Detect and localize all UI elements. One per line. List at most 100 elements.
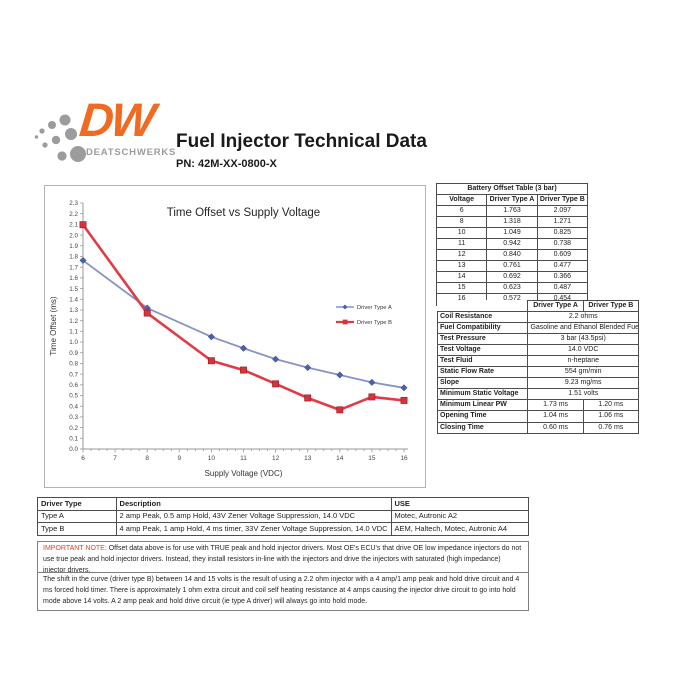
y-tick-label: 0.5 bbox=[69, 393, 78, 400]
y-tick-label: 0.6 bbox=[69, 382, 78, 389]
spec-value-b: 1.20 ms bbox=[582, 399, 640, 412]
y-tick-label: 1.6 bbox=[69, 275, 78, 282]
table-cell: 11 bbox=[435, 238, 488, 251]
table-cell: Type B bbox=[37, 522, 117, 536]
chart-title: Time Offset vs Supply Voltage bbox=[167, 207, 320, 219]
chart-xlabel: Supply Voltage (VDC) bbox=[205, 469, 283, 478]
marker-square bbox=[336, 406, 344, 414]
y-tick-label: 0.7 bbox=[69, 371, 78, 378]
table-cell: Motec, Autronic A2 bbox=[390, 509, 530, 524]
y-tick-label: 1.4 bbox=[69, 296, 78, 303]
y-tick-label: 0.9 bbox=[69, 350, 78, 357]
spec-value: 1.51 volts bbox=[527, 388, 639, 401]
page-title: Fuel Injector Technical Data bbox=[176, 131, 427, 152]
battery-table-row: 10 1.049 0.825 bbox=[435, 227, 589, 240]
spec-value-a: 0.60 ms bbox=[527, 421, 584, 434]
spec-label: Test Fluid bbox=[436, 355, 529, 368]
table-cell: 0.692 bbox=[486, 271, 538, 284]
spec-table-row: Static Flow Rate 554 gm/min bbox=[436, 366, 639, 379]
y-tick-label: 1.3 bbox=[69, 307, 78, 314]
table-cell: 13 bbox=[435, 260, 488, 273]
y-tick-label: 2.3 bbox=[69, 200, 78, 207]
battery-table-header: Driver Type A bbox=[486, 194, 538, 207]
y-tick-label: 2.0 bbox=[69, 232, 78, 239]
shift-note: The shift in the curve (driver type B) b… bbox=[37, 572, 529, 611]
y-tick-label: 1.0 bbox=[69, 339, 78, 346]
table-cell: 0.761 bbox=[486, 260, 538, 273]
table-cell: 8 bbox=[435, 216, 488, 229]
spec-table-row: Closing Time 0.60 ms 0.76 ms bbox=[436, 421, 640, 434]
x-tick-label: 14 bbox=[336, 455, 344, 462]
y-tick-label: 0.8 bbox=[69, 361, 78, 368]
x-tick-label: 8 bbox=[145, 455, 149, 462]
spec-label: Fuel Compatibility bbox=[436, 322, 529, 335]
chart-panel: Time Offset vs Supply Voltage Supply Volt… bbox=[44, 185, 426, 488]
legend-marker-diamond bbox=[342, 304, 348, 310]
x-tick-label: 10 bbox=[208, 455, 216, 462]
legend-marker-square bbox=[342, 319, 348, 325]
table-cell: 12 bbox=[435, 249, 488, 262]
spec-value: n-heptane bbox=[527, 355, 639, 368]
spec-value: 14.0 VDC bbox=[527, 344, 639, 357]
marker-square bbox=[272, 380, 280, 388]
time-offset-chart: Time Offset vs Supply Voltage Supply Volt… bbox=[49, 200, 408, 478]
y-tick-label: 2.2 bbox=[69, 211, 78, 218]
table-cell: 6 bbox=[435, 205, 488, 218]
battery-table-row: 14 0.692 0.366 bbox=[435, 271, 589, 284]
table-cell: 0.487 bbox=[536, 282, 589, 295]
marker-square bbox=[304, 394, 312, 402]
marker-square bbox=[79, 221, 87, 229]
spec-label: Opening Time bbox=[436, 410, 529, 423]
table-cell: 0.738 bbox=[536, 238, 589, 251]
marker-diamond bbox=[239, 344, 248, 352]
x-tick-label: 15 bbox=[368, 455, 376, 462]
y-tick-label: 1.9 bbox=[69, 243, 78, 250]
table-cell: 0.609 bbox=[536, 249, 589, 262]
table-cell: 15 bbox=[435, 282, 488, 295]
spec-table: Driver Type A Driver Type B Coil Resistanc… bbox=[436, 299, 640, 434]
y-tick-label: 0.2 bbox=[69, 425, 78, 432]
battery-offset-table: Battery Offset Table (3 bar) Voltage Drive… bbox=[435, 182, 589, 306]
driver-table-header-row: Driver Type Description USE bbox=[37, 497, 530, 511]
marker-diamond bbox=[368, 378, 376, 386]
battery-table-header: Voltage bbox=[435, 194, 488, 207]
legend-label: Driver Type B bbox=[357, 320, 392, 326]
spec-table-row: Opening Time 1.04 ms 1.06 ms bbox=[436, 410, 640, 423]
x-tick-label: 13 bbox=[304, 455, 312, 462]
table-cell: 0.942 bbox=[486, 238, 538, 251]
table-cell: 0.623 bbox=[486, 282, 538, 295]
battery-table-title-row: Battery Offset Table (3 bar) bbox=[436, 182, 588, 196]
battery-table-row: 15 0.623 0.487 bbox=[435, 282, 589, 295]
spec-table-row: Test Voltage 14.0 VDC bbox=[436, 344, 639, 357]
spec-table-header: Driver Type A bbox=[527, 299, 584, 313]
battery-table-row: 11 0.942 0.738 bbox=[435, 238, 589, 251]
logo-brand-text: DEATSCHWERKS bbox=[86, 147, 177, 158]
marker-diamond bbox=[336, 371, 344, 379]
x-tick-label: 12 bbox=[272, 455, 280, 462]
chart-ylabel: Time Offset (ms) bbox=[49, 296, 58, 355]
battery-table-row: 12 0.840 0.609 bbox=[435, 249, 589, 262]
y-tick-label: 0.4 bbox=[69, 403, 78, 410]
table-cell: 0.477 bbox=[536, 260, 589, 273]
marker-square bbox=[368, 393, 376, 401]
y-tick-label: 1.8 bbox=[69, 254, 78, 261]
spec-value-b: 1.06 ms bbox=[582, 410, 640, 423]
y-tick-label: 1.5 bbox=[69, 286, 78, 293]
spec-label: Coil Resistance bbox=[436, 311, 529, 324]
spec-value-a: 1.04 ms bbox=[527, 410, 584, 423]
spec-table-row: Test Pressure 3 bar (43.5psi) bbox=[436, 333, 639, 346]
x-tick-label: 11 bbox=[240, 455, 247, 462]
table-cell: 0.825 bbox=[536, 227, 589, 240]
marker-square bbox=[207, 357, 215, 365]
y-tick-label: 1.1 bbox=[69, 329, 78, 336]
y-tick-label: 1.7 bbox=[69, 264, 78, 271]
spec-value: 9.23 mg/ms bbox=[527, 377, 639, 390]
y-tick-label: 2.1 bbox=[69, 222, 78, 229]
spec-label: Minimum Static Voltage bbox=[436, 388, 529, 401]
logo-dw-text: DW bbox=[77, 93, 156, 146]
table-cell: 4 amp Peak, 1 amp Hold, 4 ms timer, 33V … bbox=[115, 522, 392, 536]
spec-table-header bbox=[438, 301, 528, 312]
y-tick-label: 1.2 bbox=[69, 318, 78, 325]
